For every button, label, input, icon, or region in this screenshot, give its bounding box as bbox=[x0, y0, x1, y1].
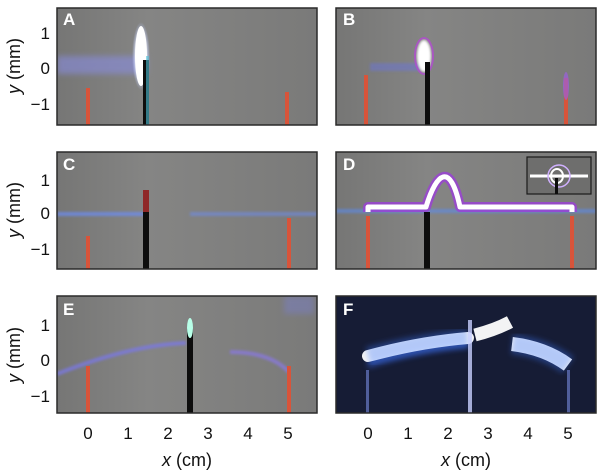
x-tick-right-2: 2 bbox=[443, 424, 452, 443]
panel-e: E bbox=[56, 295, 318, 414]
panel-label-f: F bbox=[343, 300, 353, 319]
panel-label-e: E bbox=[63, 300, 74, 319]
x-tick-left-2: 2 bbox=[163, 424, 172, 443]
panel-d: D bbox=[335, 151, 597, 270]
x-tick-right-1: 1 bbox=[403, 424, 412, 443]
x-tick-right-3: 3 bbox=[483, 424, 492, 443]
inset-image bbox=[526, 156, 592, 195]
x-tick-right-5: 5 bbox=[563, 424, 572, 443]
y-tick-e-0: 0 bbox=[41, 351, 50, 370]
panel-label-a: A bbox=[63, 10, 75, 29]
x-ticks-left: 0 1 2 3 4 5 bbox=[83, 424, 292, 443]
x-tick-right-4: 4 bbox=[523, 424, 532, 443]
x-tick-left-4: 4 bbox=[243, 424, 252, 443]
y-tick-c-0: 0 bbox=[41, 204, 50, 223]
y-tick-c-1: 1 bbox=[41, 171, 50, 190]
x-ticks-right: 0 1 2 3 4 5 bbox=[363, 424, 572, 443]
y-tick-a-0: 0 bbox=[41, 59, 50, 78]
y-axis-titles: y (mm) y (mm) y (mm) bbox=[4, 38, 24, 385]
panel-b: B bbox=[335, 7, 597, 126]
x-axis-title-left: x (cm) bbox=[161, 450, 212, 470]
y-tick-e-m1: −1 bbox=[31, 387, 50, 406]
panel-a: A bbox=[56, 7, 318, 126]
y-axis-title-row3: y (mm) bbox=[4, 327, 24, 385]
x-tick-left-5: 5 bbox=[283, 424, 292, 443]
x-axis-title-right: x (cm) bbox=[440, 450, 491, 470]
panel-f: F bbox=[335, 295, 597, 414]
panel-c: C bbox=[56, 151, 318, 270]
panel-label-b: B bbox=[343, 10, 355, 29]
x-tick-left-1: 1 bbox=[123, 424, 132, 443]
x-tick-left-3: 3 bbox=[203, 424, 212, 443]
y-axis-title-row1: y (mm) bbox=[4, 38, 24, 96]
y-tick-a-m1: −1 bbox=[31, 95, 50, 114]
y-tick-a-1: 1 bbox=[41, 24, 50, 43]
panel-label-c: C bbox=[63, 155, 75, 174]
y-tick-e-1: 1 bbox=[41, 316, 50, 335]
y-ticks: 1 0 −1 1 0 −1 1 0 −1 bbox=[31, 24, 50, 406]
y-tick-c-m1: −1 bbox=[31, 240, 50, 259]
y-axis-title-row2: y (mm) bbox=[4, 182, 24, 240]
x-tick-right-0: 0 bbox=[363, 424, 372, 443]
x-tick-left-0: 0 bbox=[83, 424, 92, 443]
panel-label-d: D bbox=[343, 155, 355, 174]
